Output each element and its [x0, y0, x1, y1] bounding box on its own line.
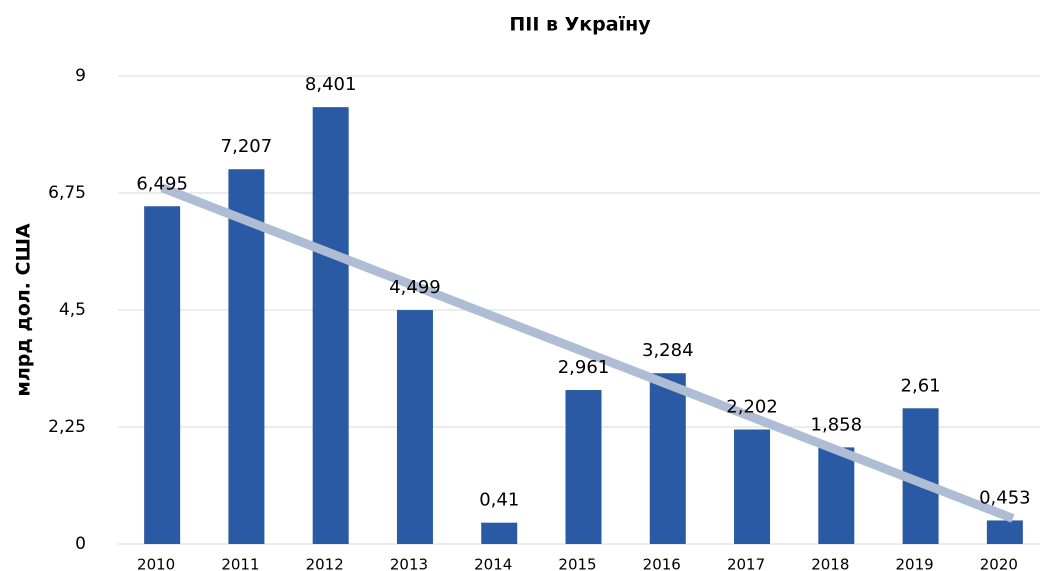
- x-tick-label: 2019: [895, 556, 933, 571]
- bar: [565, 390, 602, 544]
- x-tick-label: 2016: [643, 556, 681, 571]
- x-tick-label: 2020: [980, 556, 1018, 571]
- bar: [481, 522, 518, 544]
- data-label: 0,41: [479, 490, 519, 511]
- bar: [986, 520, 1023, 544]
- bar: [396, 310, 433, 544]
- data-label: 2,202: [726, 396, 778, 417]
- data-label: 3,284: [642, 340, 694, 361]
- bar: [144, 206, 181, 544]
- data-label: 0,453: [979, 487, 1031, 508]
- bar: [734, 429, 771, 544]
- y-tick-label: 6,75: [48, 183, 86, 203]
- y-axis-title: млрд дол. США: [13, 223, 35, 397]
- y-tick-label: 4,5: [59, 300, 86, 320]
- x-tick-label: 2013: [390, 556, 428, 571]
- data-label: 2,61: [901, 375, 941, 396]
- chart-title: ПІІ в Україну: [509, 14, 651, 36]
- data-label: 8,401: [305, 74, 357, 95]
- bar: [312, 107, 349, 544]
- x-tick-label: 2014: [474, 556, 512, 571]
- x-tick-label: 2012: [306, 556, 344, 571]
- data-label: 4,499: [389, 277, 441, 298]
- y-tick-label: 0: [75, 534, 86, 554]
- data-label: 7,207: [221, 136, 273, 157]
- x-tick-label: 2011: [221, 556, 259, 571]
- x-tick-label: 2010: [137, 556, 175, 571]
- data-label: 2,961: [558, 357, 610, 378]
- bar: [818, 447, 855, 544]
- data-label: 1,858: [811, 414, 863, 435]
- data-label: 6,495: [136, 173, 188, 194]
- x-tick-label: 2018: [811, 556, 849, 571]
- bar: [649, 373, 686, 544]
- y-tick-label: 2,25: [48, 417, 86, 437]
- trend-line: [160, 183, 1015, 523]
- x-tick-label: 2017: [727, 556, 765, 571]
- x-tick-label: 2015: [558, 556, 596, 571]
- bar: [228, 169, 265, 544]
- y-tick-label: 9: [75, 66, 86, 86]
